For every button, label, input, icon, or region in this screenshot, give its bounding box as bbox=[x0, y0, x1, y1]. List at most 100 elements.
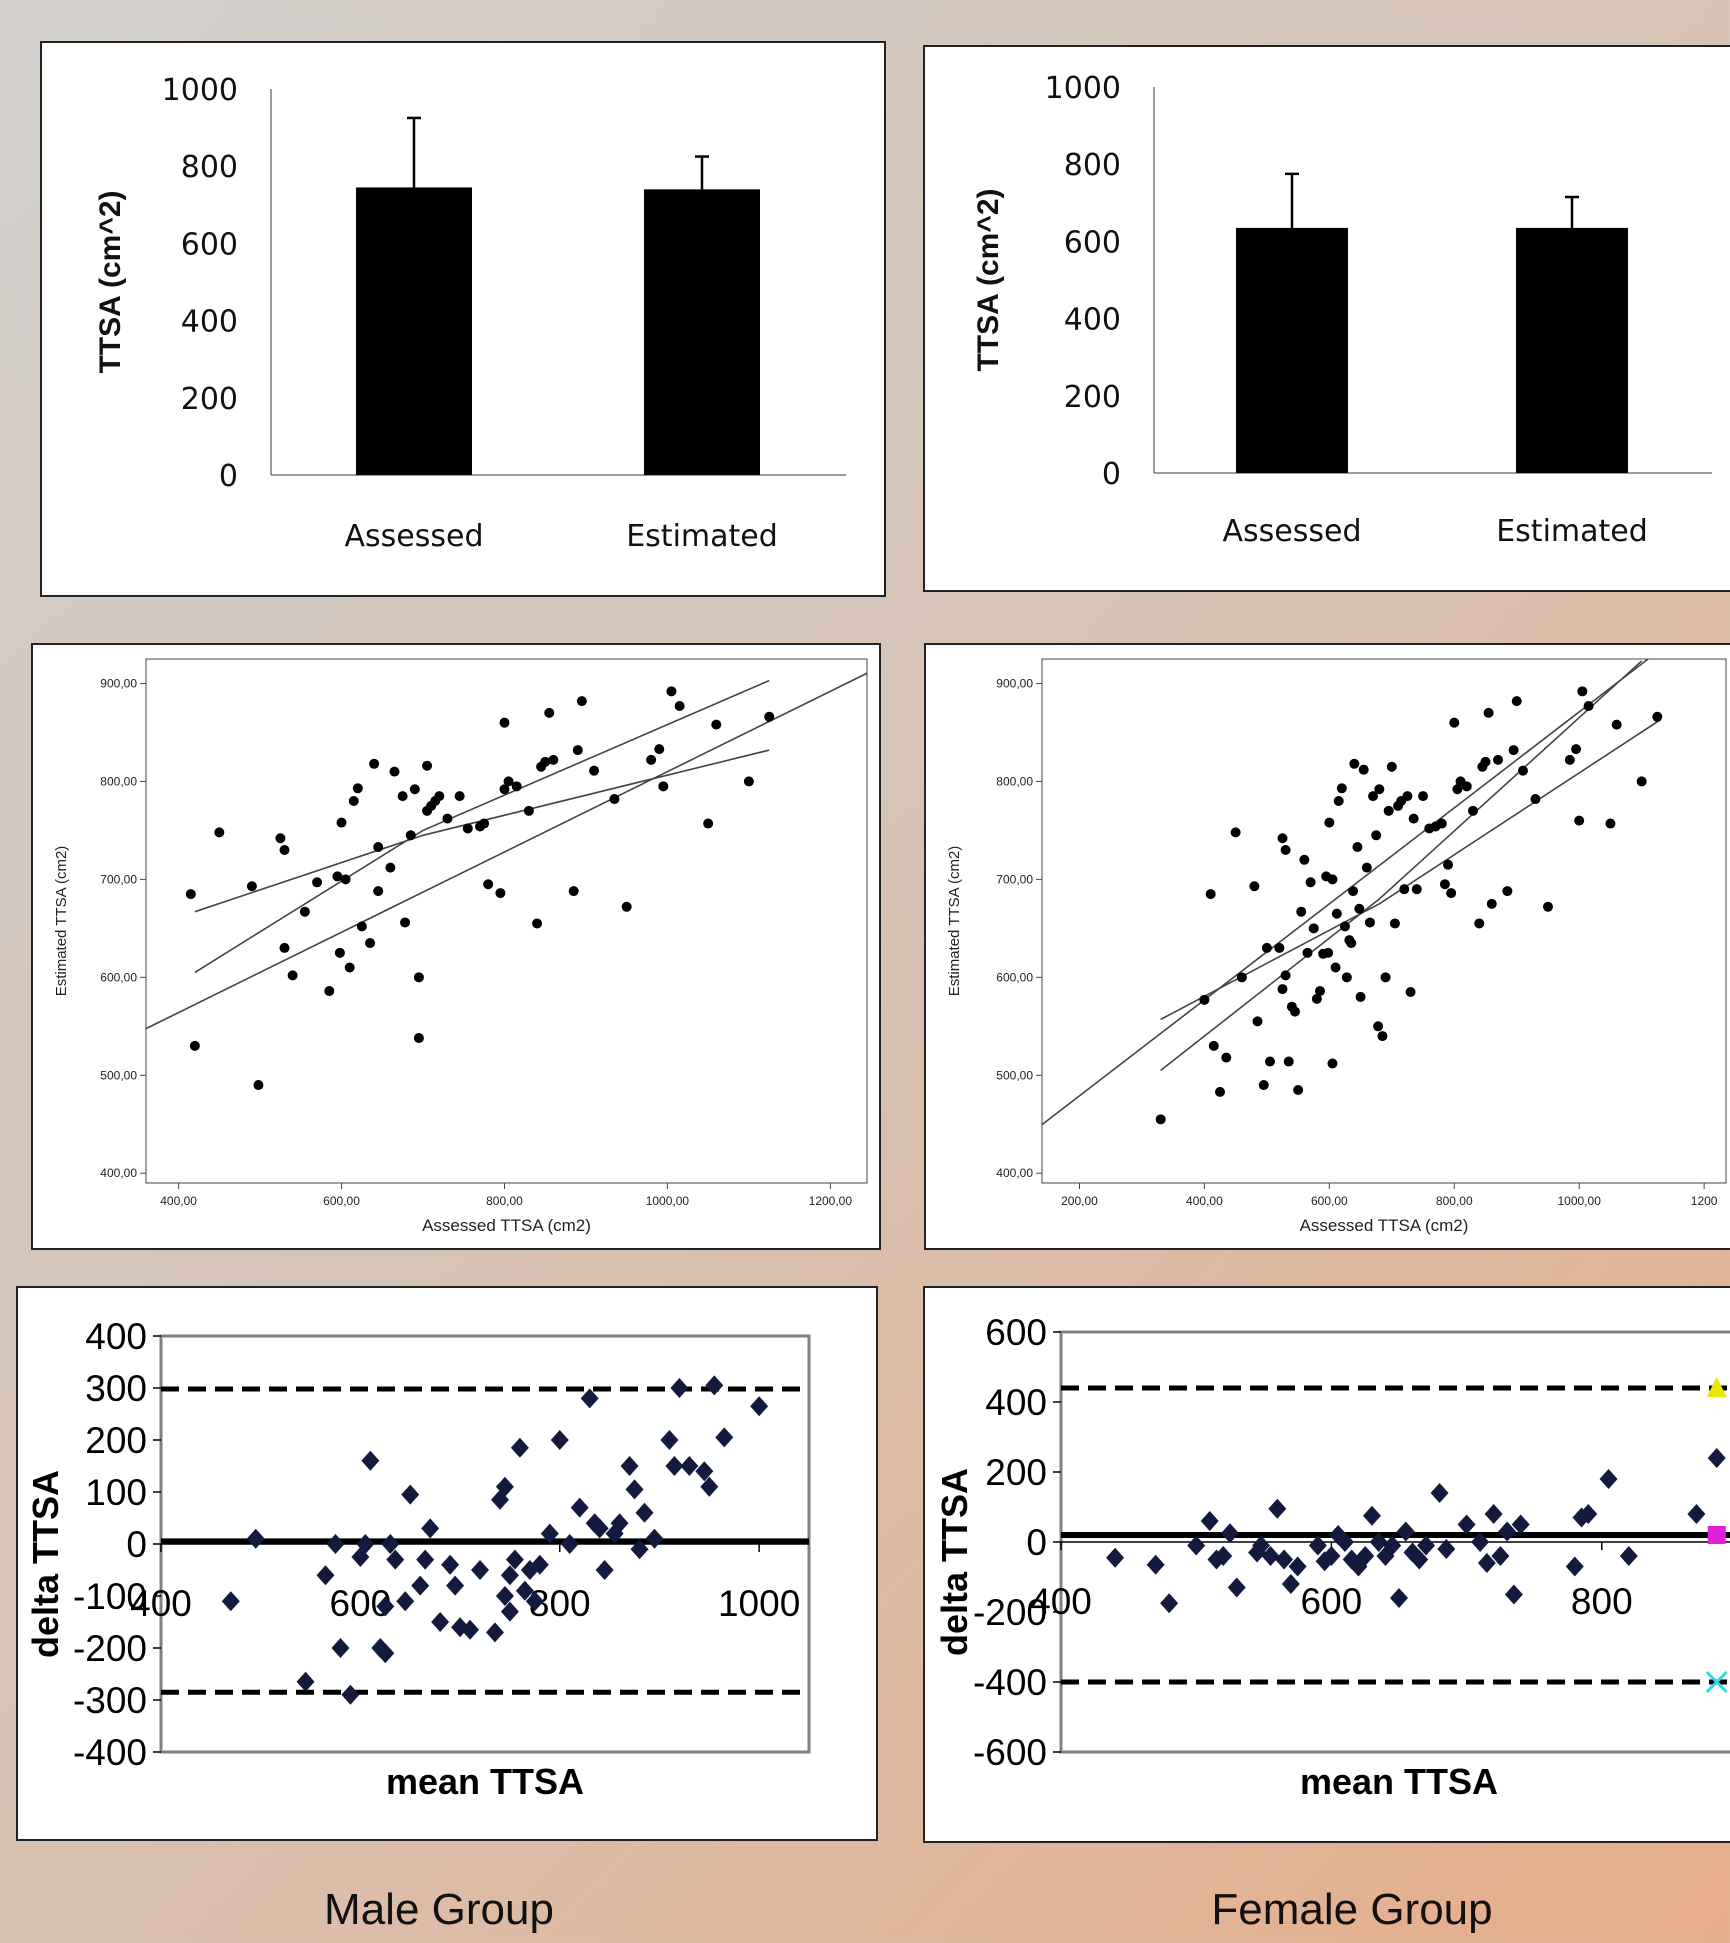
male-bar-chart: 1000 800 600 400 200 0 TTSA (cm^2) Assessed Esti… bbox=[94, 73, 846, 554]
data-point bbox=[1352, 842, 1363, 853]
data-point bbox=[1283, 1056, 1294, 1067]
data-point bbox=[695, 1461, 714, 1482]
data-point bbox=[279, 942, 290, 953]
data-point bbox=[1331, 908, 1342, 919]
data-point bbox=[1564, 754, 1575, 765]
data-point bbox=[185, 889, 196, 900]
data-point bbox=[544, 707, 555, 718]
data-point bbox=[595, 1560, 614, 1580]
data-point bbox=[1579, 1504, 1598, 1524]
data-point bbox=[625, 1479, 644, 1500]
data-point bbox=[550, 1430, 569, 1450]
data-point bbox=[576, 696, 587, 707]
y-tick-label: 0 bbox=[1026, 1522, 1047, 1563]
x-tick-label: 800,00 bbox=[486, 1194, 523, 1208]
data-point bbox=[1410, 1549, 1429, 1570]
data-point bbox=[411, 1575, 430, 1596]
data-point bbox=[400, 917, 411, 928]
data-point bbox=[666, 686, 677, 697]
data-point bbox=[532, 918, 543, 929]
data-point bbox=[483, 879, 494, 890]
data-point bbox=[1399, 884, 1410, 895]
male-group-label: Male Group bbox=[324, 1885, 554, 1934]
y-tick-label: 100 bbox=[85, 1472, 147, 1513]
data-point bbox=[495, 1586, 514, 1606]
data-point bbox=[1599, 1469, 1618, 1489]
y-tick-label: 600 bbox=[985, 1312, 1047, 1353]
data-point bbox=[434, 791, 445, 802]
data-point bbox=[570, 1497, 589, 1518]
y-tick-label: 1000 bbox=[162, 73, 238, 108]
data-point bbox=[1280, 970, 1291, 981]
data-point bbox=[348, 796, 359, 807]
data-point bbox=[471, 1560, 490, 1580]
data-point bbox=[540, 1523, 559, 1544]
y-tick-label: 600 bbox=[1064, 225, 1121, 260]
data-point bbox=[376, 1643, 395, 1664]
y-tick-label: 1000 bbox=[1045, 71, 1121, 106]
data-point bbox=[1349, 758, 1360, 769]
data-point bbox=[680, 1456, 699, 1476]
data-point bbox=[1449, 717, 1460, 728]
data-point bbox=[1369, 1532, 1388, 1552]
data-point bbox=[279, 844, 290, 855]
data-point bbox=[1324, 817, 1335, 828]
data-point bbox=[373, 886, 384, 897]
bar-estimated bbox=[1516, 227, 1628, 473]
x-tick-label: 800 bbox=[1571, 1581, 1633, 1622]
data-point bbox=[1374, 784, 1385, 795]
data-point bbox=[1652, 711, 1663, 722]
data-point bbox=[246, 1528, 265, 1549]
data-point bbox=[1293, 1084, 1304, 1095]
data-point bbox=[711, 719, 722, 730]
data-point bbox=[1403, 1542, 1422, 1563]
data-point bbox=[1619, 1546, 1638, 1566]
data-point bbox=[1474, 918, 1485, 929]
y-tick-label: -600 bbox=[973, 1732, 1047, 1773]
data-point bbox=[621, 901, 632, 912]
data-point bbox=[1508, 745, 1519, 756]
x-axis-title: Assessed TTSA (cm2) bbox=[1300, 1216, 1469, 1235]
x-tick-label: 1000 bbox=[718, 1583, 800, 1624]
data-point bbox=[396, 1591, 415, 1612]
data-point bbox=[1386, 761, 1397, 772]
y-tick-label: 400 bbox=[85, 1316, 147, 1357]
data-point bbox=[1314, 986, 1325, 997]
data-point bbox=[700, 1476, 719, 1497]
female-bar-chart: 1000 800 600 400 200 0 TTSA (cm^2) Assessed Esti… bbox=[972, 71, 1712, 549]
data-point bbox=[1383, 1535, 1402, 1556]
y-axis-title: delta TTSA bbox=[25, 1470, 66, 1658]
data-point bbox=[1408, 813, 1419, 824]
data-point bbox=[326, 1534, 345, 1554]
data-point bbox=[645, 1528, 664, 1549]
data-point bbox=[1187, 1535, 1206, 1556]
data-point bbox=[1389, 918, 1400, 929]
y-tick-label: 500,00 bbox=[100, 1068, 137, 1082]
data-point bbox=[386, 1549, 405, 1570]
data-point bbox=[1106, 1547, 1125, 1568]
y-axis-title: Estimated TTSA (cm2) bbox=[946, 846, 963, 997]
data-point bbox=[1390, 1588, 1408, 1608]
data-point bbox=[361, 1450, 380, 1471]
data-point bbox=[1383, 805, 1394, 816]
data-point bbox=[334, 947, 345, 958]
data-point bbox=[646, 754, 657, 765]
y-tick-label: 800,00 bbox=[996, 774, 1033, 788]
data-point bbox=[1275, 1549, 1294, 1570]
y-axis-title: TTSA (cm^2) bbox=[972, 188, 1005, 371]
data-point bbox=[505, 1549, 524, 1570]
data-point bbox=[275, 833, 286, 844]
data-point bbox=[670, 1378, 689, 1398]
data-point bbox=[287, 970, 298, 981]
data-point bbox=[1355, 991, 1366, 1002]
data-point bbox=[1302, 947, 1313, 958]
data-point bbox=[1305, 877, 1316, 888]
data-point bbox=[630, 1539, 649, 1560]
data-point bbox=[1571, 744, 1582, 755]
data-point bbox=[421, 1518, 440, 1539]
data-point bbox=[1221, 1523, 1239, 1544]
data-point bbox=[500, 1565, 519, 1586]
data-point bbox=[1268, 1498, 1287, 1519]
x-category-label: Assessed bbox=[1223, 514, 1362, 549]
confidence-band-lower bbox=[1160, 719, 1661, 1021]
